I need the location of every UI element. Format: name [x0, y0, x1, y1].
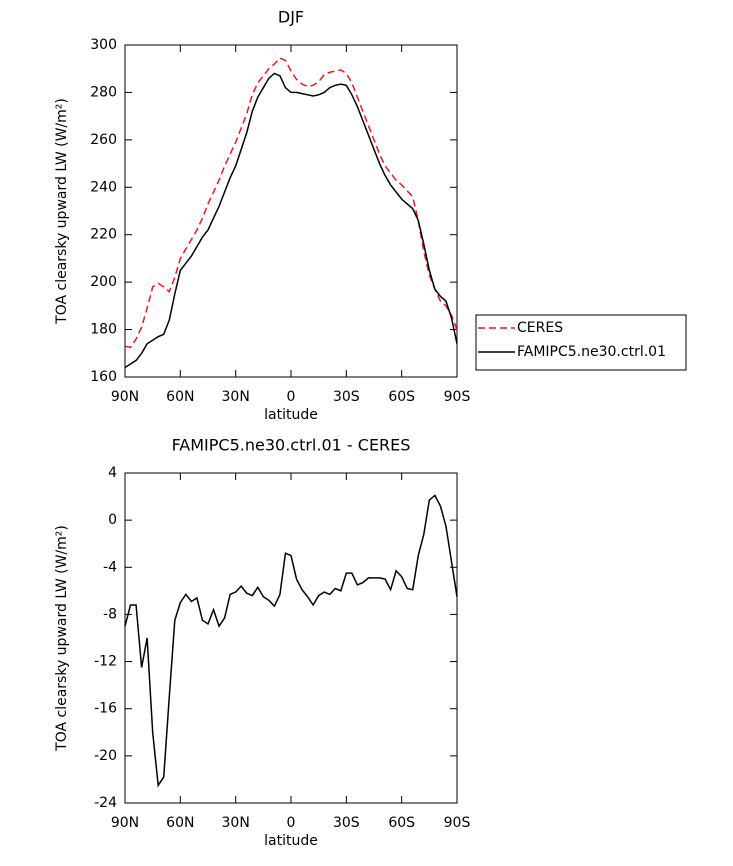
y-axis-label: TOA clearsky upward LW (W/m²)	[54, 525, 70, 752]
chart-title: DJF	[278, 8, 304, 27]
x-tick-label: 30N	[222, 815, 250, 831]
legend-label: CERES	[517, 320, 563, 336]
x-tick-label: 0	[287, 815, 296, 831]
data-line	[124, 494, 458, 788]
x-tick-label: 60S	[388, 815, 415, 831]
y-tick-label: 240	[90, 179, 117, 195]
x-tick-label: 0	[287, 389, 296, 405]
y-tick-label: -12	[94, 654, 117, 670]
x-tick-label: 30N	[222, 389, 250, 405]
x-tick-label: 60N	[166, 815, 194, 831]
y-tick-label: -8	[103, 606, 117, 622]
y-tick-label: 180	[90, 322, 117, 338]
x-axis-label: latitude	[264, 407, 318, 423]
x-tick-label: 30S	[333, 389, 360, 405]
y-tick-label: 220	[90, 227, 117, 243]
y-tick-label: 4	[108, 465, 117, 481]
plot-frame	[124, 44, 458, 378]
y-tick-label: -20	[94, 748, 117, 764]
y-tick-label: -16	[94, 701, 117, 717]
x-tick-label: 60S	[388, 389, 415, 405]
x-tick-label: 60N	[166, 389, 194, 405]
y-tick-label: 160	[90, 369, 117, 385]
y-tick-label: 300	[90, 37, 117, 53]
legend-box	[475, 314, 687, 371]
x-tick-label: 30S	[333, 815, 360, 831]
x-tick-label: 90N	[111, 815, 139, 831]
y-tick-label: -24	[94, 795, 117, 811]
x-tick-label: 90N	[111, 389, 139, 405]
y-tick-label: 200	[90, 274, 117, 290]
y-tick-label: 260	[90, 132, 117, 148]
x-tick-label: 90S	[444, 389, 471, 405]
y-tick-label: 280	[90, 84, 117, 100]
y-tick-label: 0	[108, 512, 117, 528]
y-axis-label: TOA clearsky upward LW (W/m²)	[54, 98, 70, 325]
legend-label: FAMIPC5.ne30.ctrl.01	[517, 344, 666, 360]
plot-frame	[124, 472, 458, 804]
x-axis-label: latitude	[264, 833, 318, 849]
chart-title: FAMIPC5.ne30.ctrl.01 - CERES	[172, 436, 411, 455]
y-tick-label: -4	[103, 559, 117, 575]
data-line	[124, 72, 458, 369]
x-tick-label: 90S	[444, 815, 471, 831]
data-line	[124, 57, 458, 349]
